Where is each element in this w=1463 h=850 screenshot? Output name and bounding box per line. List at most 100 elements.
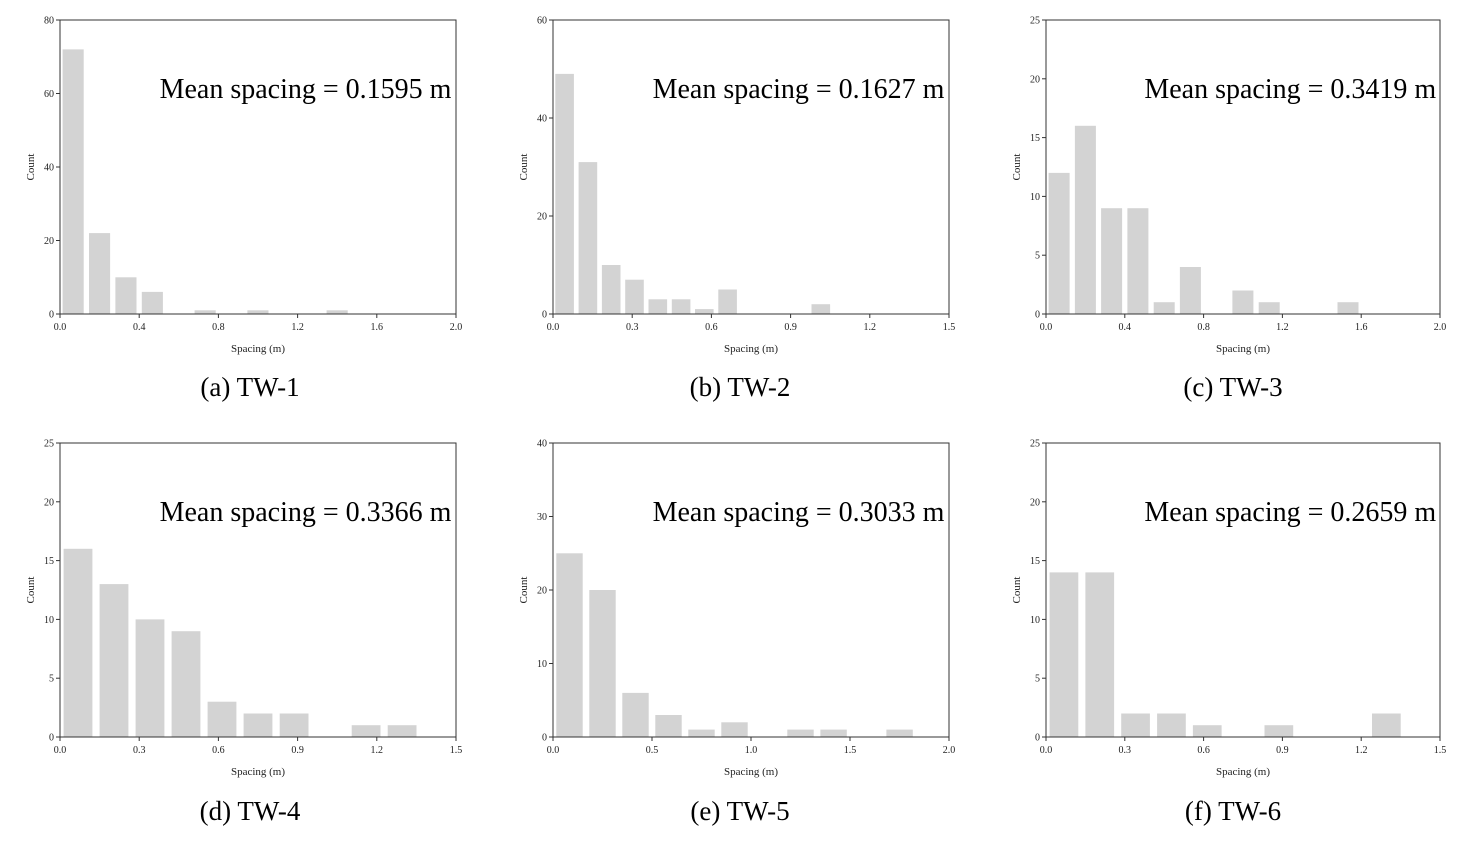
- plot-frame-tw6: [1045, 442, 1441, 738]
- bar-tw5-0: [556, 553, 583, 738]
- ytick-label-tw4-0: 0: [49, 733, 54, 744]
- xtick-label-tw4-0: 0.0: [54, 745, 67, 756]
- ytick-label-tw6-0: 0: [1035, 733, 1040, 744]
- ytick-label-tw5-1: 10: [537, 659, 547, 670]
- bar-tw6-4: [1192, 725, 1222, 737]
- mean-annotation-tw2: Mean spacing = 0.1627 m: [653, 74, 945, 105]
- bar-tw3-8: [1258, 302, 1280, 314]
- xlabel-tw6: Spacing (m): [1216, 766, 1270, 778]
- ylabel-tw3: Count: [1011, 154, 1023, 181]
- xtick-label-tw4-3: 0.9: [291, 745, 304, 756]
- bar-tw2-4: [648, 299, 668, 314]
- xtick-label-tw3-3: 1.2: [1276, 322, 1289, 333]
- ytick-label-tw3-4: 20: [1030, 74, 1040, 85]
- bar-tw3-5: [1179, 267, 1201, 314]
- ylabel-tw4: Count: [25, 577, 37, 604]
- xtick-label-tw3-4: 1.6: [1355, 322, 1368, 333]
- ylabel-tw5: Count: [518, 577, 530, 604]
- mean-annotation-tw3: Mean spacing = 0.3419 m: [1144, 74, 1436, 105]
- caption-tw2: (b) TW-2: [689, 372, 791, 402]
- plot-frame-tw5: [552, 442, 950, 738]
- bar-tw5-1: [589, 590, 616, 737]
- bar-tw5-3: [655, 715, 682, 737]
- bar-tw3-7: [1232, 290, 1254, 314]
- bar-tw5-7: [787, 729, 814, 737]
- xtick-label-tw5-4: 2.0: [943, 745, 956, 756]
- mean-annotation-tw4: Mean spacing = 0.3366 m: [160, 497, 452, 528]
- chart-panel-tw6: 0 5 10 15 20 25 0.0 0.3 0.6 0.9 1.2 1.5 Spacing (m) C…: [0, 0, 1446, 827]
- xtick-label-tw5-3: 1.5: [844, 745, 857, 756]
- xtick-label-tw6-1: 0.3: [1119, 745, 1132, 756]
- ytick-label-tw2-0: 0: [542, 310, 547, 321]
- xtick-label-tw3-1: 0.4: [1119, 322, 1132, 333]
- bar-tw3-11: [1337, 302, 1359, 314]
- xlabel-tw4: Spacing (m): [231, 766, 285, 778]
- xtick-label-tw5-2: 1.0: [745, 745, 758, 756]
- ytick-label-tw6-4: 20: [1030, 497, 1040, 508]
- ytick-label-tw2-1: 20: [537, 212, 547, 223]
- ytick-label-tw3-0: 0: [1035, 310, 1040, 321]
- ytick-label-tw6-3: 15: [1030, 556, 1040, 567]
- ylabel-tw2: Count: [518, 154, 530, 181]
- bar-tw4-9: [387, 725, 417, 737]
- caption-tw5: (e) TW-5: [690, 796, 790, 826]
- ytick-label-tw4-4: 20: [44, 497, 54, 508]
- ytick-label-tw6-5: 25: [1030, 439, 1040, 450]
- xtick-label-tw2-4: 1.2: [864, 322, 877, 333]
- bar-tw3-2: [1101, 208, 1123, 314]
- xlabel-tw3: Spacing (m): [1216, 343, 1270, 355]
- xtick-label-tw4-5: 1.5: [450, 745, 463, 756]
- caption-tw1: (a) TW-1: [200, 372, 300, 402]
- caption-tw3: (c) TW-3: [1183, 372, 1283, 402]
- xtick-label-tw5-1: 0.5: [646, 745, 659, 756]
- bar-tw3-4: [1153, 302, 1175, 314]
- mean-annotation-tw6: Mean spacing = 0.2659 m: [1144, 497, 1436, 528]
- xtick-label-tw3-5: 2.0: [1434, 322, 1447, 333]
- xtick-label-tw2-5: 1.5: [943, 322, 956, 333]
- ytick-label-tw5-0: 0: [542, 733, 547, 744]
- bar-tw6-6: [1264, 725, 1294, 737]
- bar-tw5-10: [886, 729, 913, 737]
- mean-annotation-tw5: Mean spacing = 0.3033 m: [653, 497, 945, 528]
- bar-tw4-2: [135, 619, 165, 737]
- plot-frame-tw4: [59, 442, 457, 738]
- bar-tw2-0: [555, 73, 574, 315]
- ytick-label-tw2-3: 60: [537, 16, 547, 27]
- xtick-label-tw2-3: 0.9: [784, 322, 797, 333]
- bar-tw2-3: [625, 279, 644, 314]
- xtick-label-tw4-4: 1.2: [371, 745, 384, 756]
- bar-tw5-8: [820, 729, 847, 737]
- ylabel-tw6: Count: [1011, 577, 1023, 604]
- bar-tw4-4: [207, 701, 237, 737]
- bar-tw6-0: [1049, 572, 1079, 737]
- bar-tw2-5: [671, 299, 691, 314]
- bar-tw4-0: [63, 548, 93, 737]
- bar-tw4-8: [351, 725, 381, 737]
- bar-tw4-3: [171, 631, 201, 737]
- bar-tw2-11: [811, 304, 831, 314]
- ytick-label-tw5-3: 30: [537, 512, 547, 523]
- ytick-label-tw5-2: 20: [537, 586, 547, 597]
- bar-tw3-0: [1048, 172, 1070, 314]
- bar-tw6-1: [1085, 572, 1115, 737]
- bar-tw4-6: [279, 713, 309, 737]
- bar-tw6-2: [1121, 713, 1150, 737]
- xtick-label-tw3-0: 0.0: [1040, 322, 1053, 333]
- xlabel-tw5: Spacing (m): [724, 766, 778, 778]
- xtick-label-tw6-2: 0.6: [1197, 745, 1210, 756]
- ytick-label-tw6-1: 5: [1035, 674, 1040, 685]
- ytick-label-tw3-5: 25: [1030, 16, 1040, 27]
- ytick-label-tw4-1: 5: [49, 674, 54, 685]
- xtick-label-tw6-4: 1.2: [1355, 745, 1368, 756]
- bar-tw2-7: [718, 289, 737, 314]
- xtick-label-tw2-1: 0.3: [626, 322, 639, 333]
- plot-frame-tw2: [552, 19, 950, 315]
- bar-tw2-1: [578, 162, 598, 314]
- bar-tw5-2: [622, 692, 649, 737]
- ytick-label-tw2-2: 40: [537, 114, 547, 125]
- xtick-label-tw6-3: 0.9: [1276, 745, 1289, 756]
- bar-tw3-1: [1074, 125, 1096, 314]
- xtick-label-tw2-2: 0.6: [705, 322, 718, 333]
- xtick-label-tw3-2: 0.8: [1197, 322, 1210, 333]
